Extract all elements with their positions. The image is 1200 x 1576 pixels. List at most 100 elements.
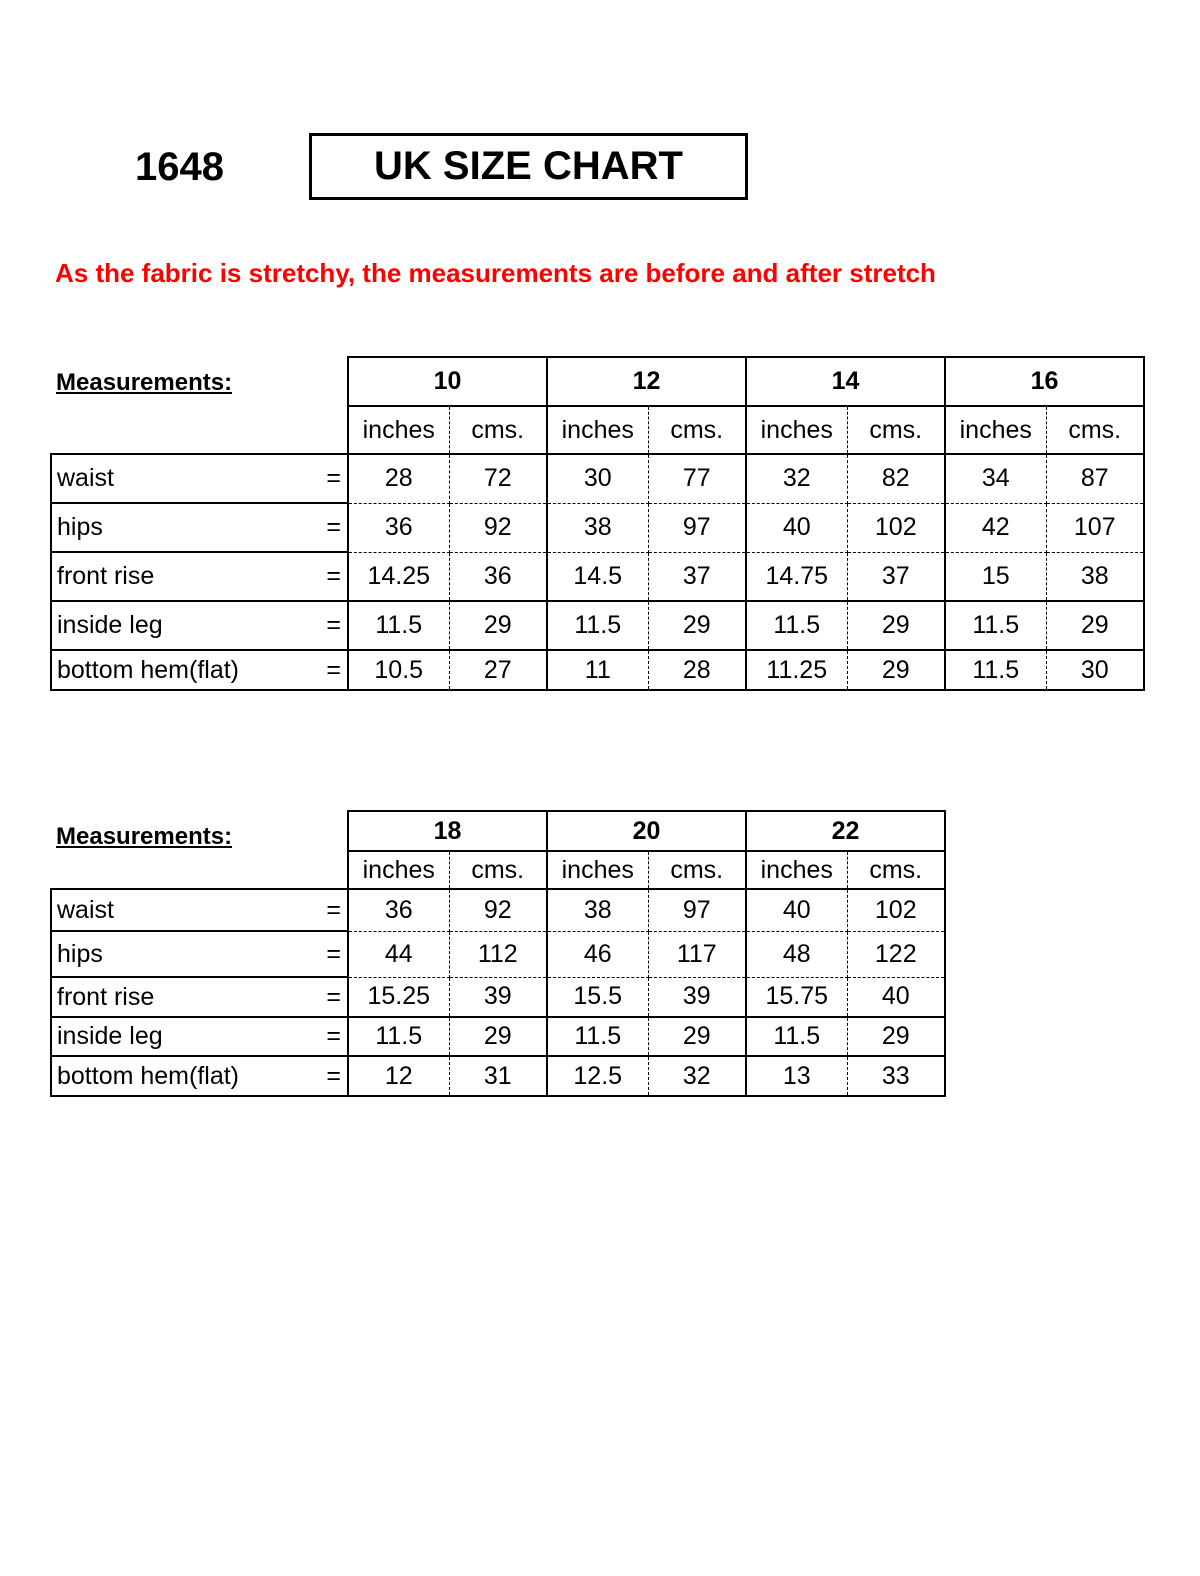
value-inches: 40: [745, 889, 848, 932]
value-cms: 102: [847, 503, 946, 553]
row-label: waist: [50, 888, 306, 932]
table-row: hips = 36 92 38 97 40 102 42 107: [50, 502, 1145, 553]
value-cms: 29: [449, 601, 548, 651]
value-cms: 39: [449, 977, 548, 1018]
value-cms: 38: [1046, 552, 1145, 602]
unit-cms-header: cms.: [449, 406, 548, 455]
value-inches: 46: [546, 931, 649, 978]
value-inches: 11.5: [944, 650, 1047, 691]
size-header-20: 20: [546, 810, 747, 852]
table-row: inside leg = 11.5 29 11.5 29 11.5 29: [50, 1016, 946, 1057]
value-inches: 15.75: [745, 977, 848, 1018]
value-inches: 10.5: [347, 650, 450, 691]
value-inches: 14.75: [745, 552, 848, 602]
value-inches: 28: [347, 454, 450, 504]
measurements-heading: Measurements:: [56, 823, 233, 850]
value-cms: 92: [449, 503, 548, 553]
product-code: 1648: [135, 145, 224, 189]
value-cms: 29: [648, 601, 747, 651]
value-inches: 11.5: [944, 601, 1047, 651]
value-inches: 11.5: [745, 601, 848, 651]
equals-sign: =: [306, 453, 348, 504]
unit-inches-header: inches: [347, 851, 450, 890]
value-cms: 82: [847, 454, 946, 504]
size-table-2: Measurements: 18 20 22 inches cms. inches cms. i…: [50, 810, 946, 1097]
unit-cms-header: cms.: [449, 851, 548, 890]
value-cms: 30: [1046, 650, 1145, 691]
unit-cms-header: cms.: [847, 851, 946, 890]
row-label: hips: [50, 502, 306, 553]
unit-inches-header: inches: [546, 406, 649, 455]
equals-sign: =: [306, 600, 348, 651]
row-label: front rise: [50, 551, 306, 602]
value-cms: 27: [449, 650, 548, 691]
size-header-10: 10: [347, 356, 548, 407]
title-text: UK SIZE CHART: [374, 144, 683, 188]
page-title: UK SIZE CHART: [309, 133, 748, 200]
size-table-1: Measurements: 10 12 14 16 inches cms. inches cms…: [50, 356, 1145, 691]
table-row: hips = 44 112 46 117 48 122: [50, 930, 946, 978]
value-cms: 77: [648, 454, 747, 504]
size-header-22: 22: [745, 810, 946, 852]
table-row: waist = 28 72 30 77 32 82 34 87: [50, 453, 1145, 504]
value-inches: 11.5: [546, 601, 649, 651]
row-label: inside leg: [50, 1016, 306, 1057]
value-inches: 40: [745, 503, 848, 553]
table-row: front rise = 15.25 39 15.5 39 15.75 40: [50, 976, 946, 1018]
value-inches: 15.5: [546, 977, 649, 1018]
measurements-heading: Measurements:: [56, 369, 233, 396]
value-inches: 11.5: [347, 1017, 450, 1057]
unit-cms-header: cms.: [847, 406, 946, 455]
unit-inches-header: inches: [347, 406, 450, 455]
equals-sign: =: [306, 976, 348, 1018]
table-row: waist = 36 92 38 97 40 102: [50, 888, 946, 932]
value-inches: 12: [347, 1056, 450, 1097]
value-inches: 38: [546, 889, 649, 932]
value-inches: 15.25: [347, 977, 450, 1018]
unit-cms-header: cms.: [648, 851, 747, 890]
row-label: bottom hem(flat): [50, 649, 306, 691]
unit-cms-header: cms.: [1046, 406, 1145, 455]
value-cms: 29: [847, 650, 946, 691]
value-cms: 112: [449, 931, 548, 978]
value-inches: 14.25: [347, 552, 450, 602]
value-cms: 37: [847, 552, 946, 602]
unit-cms-header: cms.: [648, 406, 747, 455]
table-row: inside leg = 11.5 29 11.5 29 11.5 29 11.5 29: [50, 600, 1145, 651]
value-cms: 29: [648, 1017, 747, 1057]
value-inches: 30: [546, 454, 649, 504]
value-inches: 34: [944, 454, 1047, 504]
value-inches: 48: [745, 931, 848, 978]
equals-sign: =: [306, 649, 348, 691]
value-cms: 29: [847, 601, 946, 651]
value-cms: 97: [648, 503, 747, 553]
value-inches: 11.5: [745, 1017, 848, 1057]
value-inches: 13: [745, 1056, 848, 1097]
value-inches: 12.5: [546, 1056, 649, 1097]
equals-sign: =: [306, 502, 348, 553]
size-header-18: 18: [347, 810, 548, 852]
value-cms: 102: [847, 889, 946, 932]
equals-sign: =: [306, 551, 348, 602]
value-cms: 72: [449, 454, 548, 504]
row-label: bottom hem(flat): [50, 1055, 306, 1097]
row-label: hips: [50, 930, 306, 978]
row-label: waist: [50, 453, 306, 504]
equals-sign: =: [306, 888, 348, 932]
value-inches: 36: [347, 889, 450, 932]
value-cms: 36: [449, 552, 548, 602]
equals-sign: =: [306, 1016, 348, 1057]
value-cms: 122: [847, 931, 946, 978]
size-header-16: 16: [944, 356, 1145, 407]
value-cms: 39: [648, 977, 747, 1018]
equals-sign: =: [306, 1055, 348, 1097]
table-row: bottom hem(flat) = 10.5 27 11 28 11.25 29 11.5 30: [50, 649, 1145, 691]
table-row: front rise = 14.25 36 14.5 37 14.75 37 15 38: [50, 551, 1145, 602]
size-header-14: 14: [745, 356, 946, 407]
unit-inches-header: inches: [745, 851, 848, 890]
value-cms: 87: [1046, 454, 1145, 504]
value-cms: 29: [449, 1017, 548, 1057]
value-inches: 36: [347, 503, 450, 553]
value-cms: 29: [847, 1017, 946, 1057]
unit-inches-header: inches: [944, 406, 1047, 455]
